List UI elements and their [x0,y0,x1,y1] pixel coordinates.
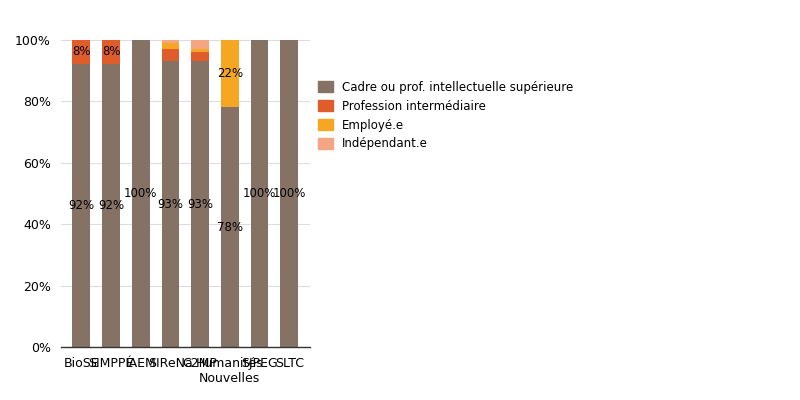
Text: 8%: 8% [72,46,90,58]
Text: 100%: 100% [124,187,158,200]
Text: 100%: 100% [243,187,276,200]
Text: 22%: 22% [217,67,243,80]
Bar [191,52,209,61]
Bar [73,40,90,64]
Text: 92%: 92% [98,199,124,212]
Bar [221,107,238,347]
Bar [162,61,179,347]
Legend: Cadre ou prof. intellectuelle supérieure, Profession intermédiaire, Employé.e, I: Cadre ou prof. intellectuelle supérieure… [318,81,574,150]
Bar [191,49,209,52]
Text: 8%: 8% [102,46,120,58]
Text: 78%: 78% [217,221,243,234]
Bar [250,40,269,347]
Bar [162,40,179,43]
Bar [162,43,179,49]
Bar [102,64,120,347]
Text: 93%: 93% [187,198,213,211]
Bar [221,40,238,107]
Bar [132,40,150,347]
Bar [191,40,209,49]
Bar [73,64,90,347]
Bar [191,61,209,347]
Text: 100%: 100% [273,187,306,200]
Text: 92%: 92% [68,199,94,212]
Text: 93%: 93% [158,198,183,211]
Bar [102,40,120,64]
Bar [280,40,298,347]
Bar [162,49,179,61]
